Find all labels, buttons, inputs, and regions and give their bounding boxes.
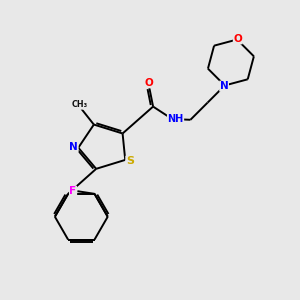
Text: F: F [70,186,76,196]
Text: S: S [126,156,134,166]
Text: N: N [69,142,78,152]
Text: CH₃: CH₃ [72,100,88,109]
Text: NH: NH [167,114,184,124]
Text: N: N [220,81,229,91]
Text: O: O [233,34,242,44]
Text: O: O [145,78,154,88]
